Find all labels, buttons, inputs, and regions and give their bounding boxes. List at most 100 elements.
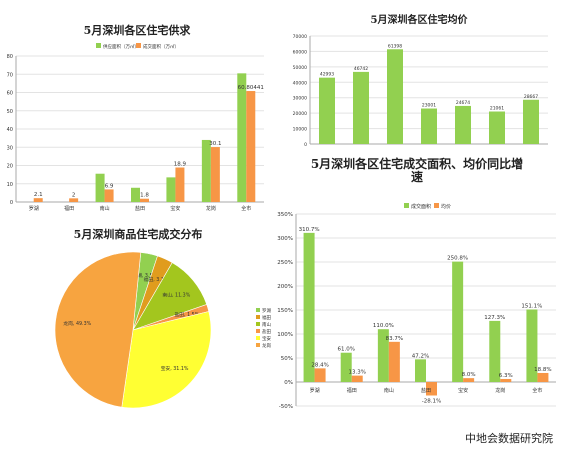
c2-bar: [353, 71, 369, 144]
yoy-growth-plot: -50% 0% 50% 100% 150% 200% 250% 300% 350% 310.7% 2…: [277, 203, 556, 410]
c4-bar: [415, 359, 426, 382]
c4-bar: [314, 368, 326, 382]
c1-ytick: 70: [7, 72, 13, 78]
c4-bar: [303, 232, 315, 382]
c1-bar: [201, 139, 211, 202]
c4-ytick: 150%: [277, 308, 293, 314]
c1-category-label: 全市: [241, 205, 251, 212]
yoy-growth-chart: 5月深圳各区住宅成交面积、均价同比增 速 -50% 0% 50% 100% 150% 20…: [272, 152, 562, 416]
c2-data-label: 21061: [490, 106, 504, 112]
c4-bar: [526, 309, 538, 382]
c4-data-label: 151.1%: [521, 303, 542, 309]
c1-bar: [131, 187, 140, 202]
avg-price-plot: 0 10000 20000 30000 40000 50000 60000 70000 4299…: [293, 34, 548, 148]
pie-slice-label: 南山, 11.3%: [162, 291, 190, 298]
yoy-title-line-2: 速: [410, 170, 423, 184]
c4-ytick: 50%: [281, 356, 293, 362]
c4-legend-label: 均价: [441, 203, 451, 210]
c1-data-label: 2.1: [34, 192, 43, 198]
pie-slice-label: 福田, 3.3%: [144, 276, 169, 283]
c4-data-label: 8.0%: [462, 372, 476, 378]
c4-bar: [463, 378, 475, 382]
footer-brand: 中地会数据研究院: [465, 432, 553, 445]
pie-legend-swatch: [256, 308, 260, 312]
c4-ytick: 250%: [277, 260, 293, 266]
c4-data-label: 13.3%: [348, 370, 365, 376]
c1-ytick: 40: [7, 127, 13, 133]
c4-category-label: 宝安: [458, 387, 468, 394]
c4-data-label: -28.1%: [422, 398, 441, 404]
c4-ytick: 200%: [277, 284, 293, 290]
c2-ytick: 10000: [293, 127, 307, 133]
c4-category-label: 罗湖: [310, 387, 320, 394]
c4-ytick: 100%: [277, 332, 293, 338]
pie-slice: [54, 251, 142, 408]
pie-legend-label: 罗湖: [262, 307, 271, 314]
c2-data-label: 23001: [422, 103, 436, 109]
c1-data-label: 30.1: [209, 141, 221, 147]
distribution-title: 5月深圳商品住宅成交分布: [73, 228, 203, 241]
c2-ytick: 60000: [293, 49, 307, 55]
c4-bar: [351, 375, 363, 382]
c1-ytick: 80: [7, 54, 13, 60]
pie-legend-label: 盐田: [262, 328, 271, 335]
c1-bar: [246, 91, 256, 202]
c2-ytick: 30000: [293, 96, 307, 102]
c4-bar: [377, 329, 389, 382]
c2-data-label: 24674: [456, 100, 470, 106]
c1-bar: [33, 198, 43, 202]
c4-category-label: 盐田: [421, 387, 431, 394]
c4-data-label: 28.4%: [311, 362, 328, 368]
c4-data-label: 110.0%: [373, 323, 394, 329]
c1-bar: [95, 173, 105, 202]
distribution-pie-chart: 5月深圳商品住宅成交分布 罗湖, 3.5% 福田, 3.3% 南山, 11.3% 盐田…: [2, 224, 274, 424]
c2-bar: [387, 49, 403, 145]
pie-legend-label: 福田: [262, 314, 271, 321]
c4-bar: [537, 372, 549, 382]
c4-bar: [426, 382, 437, 396]
c1-category-label: 盐田: [135, 205, 145, 212]
c2-ytick: 70000: [293, 34, 307, 40]
c1-ytick: 20: [7, 164, 13, 170]
supply-demand-plot: 0 10 20 30 40 50 60 70 80 2.1 罗湖 2 福田 6.9 南山 1.8 盐田 18.9 宝…: [7, 43, 264, 212]
supply-demand-chart: 5月深圳各区住宅供求 0 10 20 30 40 50 60 70 80 2.1 罗湖 2 福田 6.9 南…: [2, 20, 272, 220]
c1-category-label: 龙岗: [206, 205, 216, 212]
pie-legend-label: 宝安: [262, 335, 271, 342]
avg-price-title: 5月深圳各区住宅均价: [370, 15, 468, 26]
pie-slice-label: 盐田, 1.5%: [174, 311, 199, 318]
c2-bar: [421, 108, 437, 144]
c1-data-label: 2: [72, 192, 76, 198]
c1-data-label: 18.9: [174, 162, 187, 168]
c4-ytick: 350%: [277, 212, 293, 218]
c4-data-label: 6.3%: [499, 373, 513, 379]
c1-bar: [140, 198, 149, 202]
c4-data-label: 18.8%: [534, 367, 551, 373]
c1-category-label: 福田: [64, 205, 74, 212]
c1-ytick: 60: [7, 91, 13, 97]
c4-bar: [500, 378, 512, 382]
yoy-growth-title: 5月深圳各区住宅成交面积、均价同比增 速: [272, 158, 562, 184]
c1-bar: [166, 177, 176, 202]
c2-bar: [455, 105, 471, 144]
distribution-plot: 罗湖, 3.5%福田, 3.3% 南山, 11.3% 盐田, 1.5% 宝安, 31.…: [54, 251, 271, 409]
c1-bar: [210, 147, 220, 202]
c2-data-label: 42993: [320, 72, 334, 78]
c2-bar: [523, 99, 539, 144]
c2-bar: [489, 111, 505, 144]
c2-data-label: 28667: [524, 94, 538, 100]
pie-legend-label: 龙岗: [262, 342, 271, 349]
c2-ytick: 50000: [293, 65, 307, 71]
c1-legend-label: 成交面积（万㎡）: [143, 43, 179, 50]
pie-legend-swatch: [256, 343, 260, 347]
c4-legend-swatch: [404, 203, 409, 208]
c2-ytick: 40000: [293, 80, 307, 86]
avg-price-chart: 5月深圳各区住宅均价 0 10000 20000 30000 40000 50000 600…: [278, 12, 560, 158]
pie-legend-swatch: [256, 329, 260, 333]
c4-bar: [452, 261, 464, 382]
c2-data-label: 61398: [388, 43, 402, 49]
c4-ytick: 300%: [277, 236, 293, 242]
c1-bar: [104, 189, 114, 202]
c1-data-label: 6.9: [105, 183, 114, 189]
c4-category-label: 福田: [347, 387, 357, 394]
pie-slice: [121, 311, 212, 409]
